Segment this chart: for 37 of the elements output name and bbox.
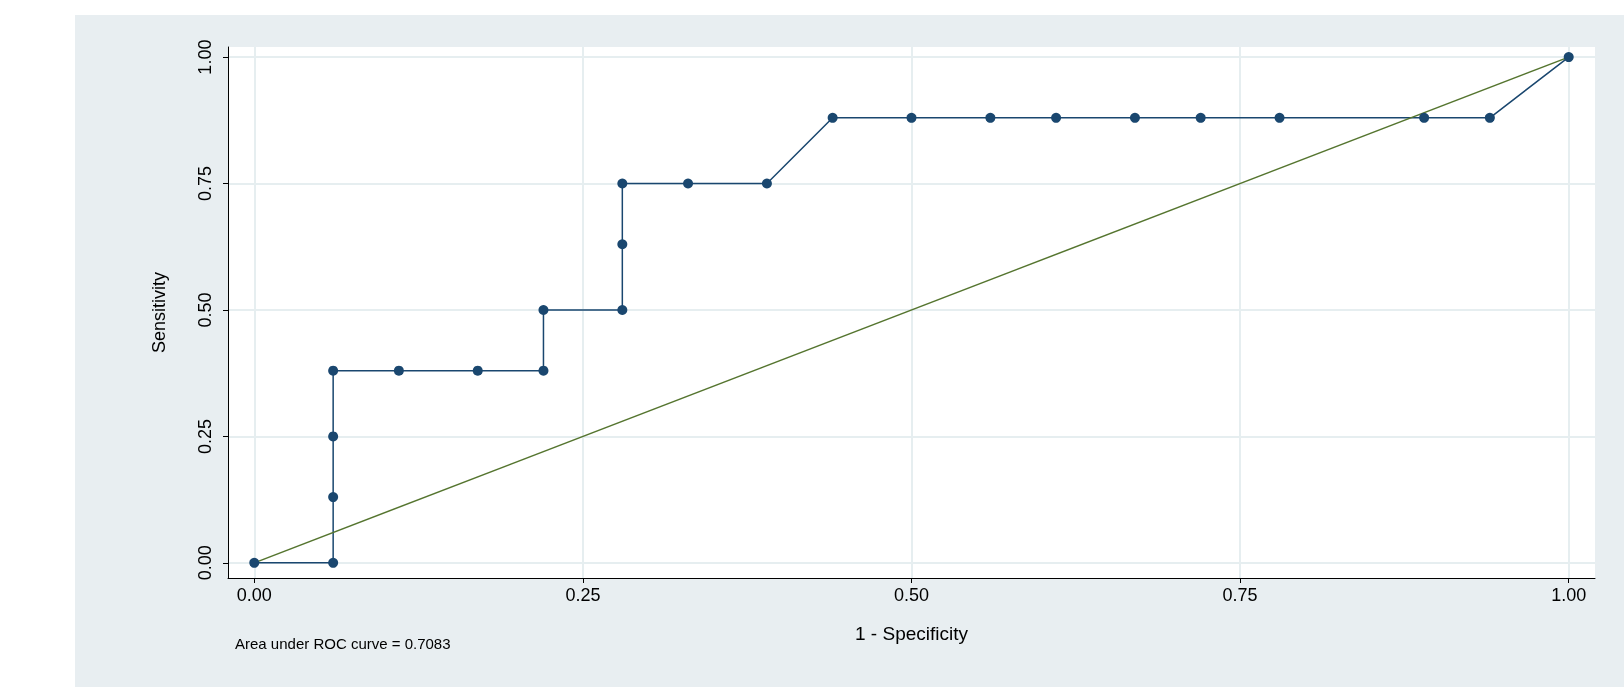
y-axis-title: Sensitivity <box>149 271 169 354</box>
point <box>617 304 628 315</box>
point <box>1419 112 1430 123</box>
point <box>538 304 549 315</box>
x-axis-title: 1 - Specificity <box>855 623 969 644</box>
point <box>827 112 838 123</box>
point <box>472 365 483 376</box>
point <box>328 365 339 376</box>
point <box>249 557 260 568</box>
y-tick-label: 0.50 <box>195 292 215 328</box>
point <box>1195 112 1206 123</box>
x-tick-label: 0.75 <box>1222 585 1258 605</box>
point <box>761 178 772 189</box>
y-tick-label: 0.75 <box>195 166 215 202</box>
point <box>617 178 628 189</box>
point <box>1274 112 1285 123</box>
point <box>1563 52 1574 63</box>
point <box>328 492 339 503</box>
point <box>1484 112 1495 123</box>
x-tick-label: 1.00 <box>1551 585 1587 605</box>
point <box>538 365 549 376</box>
point <box>328 431 339 442</box>
point <box>906 112 917 123</box>
y-tick-label: 0.25 <box>195 418 215 454</box>
point <box>683 178 694 189</box>
text: Area under ROC curve = 0.7083 <box>235 635 451 652</box>
x-tick-label: 0.25 <box>565 585 601 605</box>
point <box>1051 112 1062 123</box>
x-tick-label: 0.00 <box>236 585 272 605</box>
point <box>393 365 404 376</box>
point <box>1129 112 1140 123</box>
x-tick-label: 0.50 <box>893 585 930 605</box>
y-tick-label: 1.00 <box>195 39 215 75</box>
point <box>328 557 339 568</box>
point <box>985 112 996 123</box>
point <box>617 239 628 250</box>
y-tick-label: 0.00 <box>195 545 215 581</box>
